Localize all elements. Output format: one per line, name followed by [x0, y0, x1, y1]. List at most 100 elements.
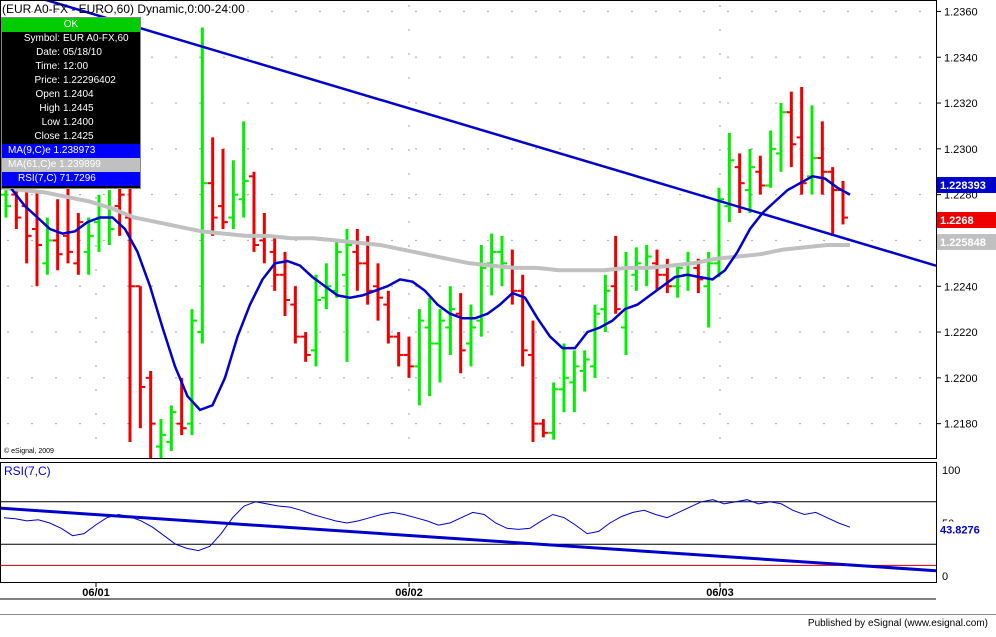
- ohlc-bar: [745, 148, 755, 213]
- rsi-tick-label: 0: [942, 571, 948, 583]
- ohlc-bar: [424, 297, 435, 397]
- info-value: 12:00: [63, 61, 89, 72]
- ohlc-bar: [672, 263, 683, 298]
- info-label: Symbol:: [23, 33, 60, 44]
- ohlc-bar: [528, 320, 538, 442]
- rsi-value-label: 43.8276: [940, 525, 980, 537]
- price-label: 1.225848: [940, 237, 986, 249]
- price-tick-label: 1.2300: [944, 144, 978, 156]
- info-value: 1.22296402: [63, 75, 116, 86]
- rsi-tick-label: 100: [942, 465, 960, 477]
- ohlc-bar: [207, 137, 218, 236]
- ohlc-bar: [176, 377, 187, 436]
- info-label: Close: [34, 131, 60, 142]
- price-label-box: [937, 234, 996, 250]
- ohlc-bar: [73, 212, 84, 275]
- info-row: Price: 1.22296402: [2, 74, 140, 88]
- ohlc-bar: [455, 293, 466, 374]
- ohlc-bar: [238, 121, 249, 218]
- ohlc-bar: [218, 148, 228, 229]
- ohlc-bar: [249, 171, 259, 252]
- ohlc-bar: [776, 103, 786, 172]
- ohlc-bar: [579, 350, 590, 392]
- ohlc-bar: [755, 155, 766, 195]
- ohlc-bar: [497, 235, 507, 287]
- axes: 1.23601.23401.23201.23001.22801.22601.22…: [0, 0, 996, 600]
- info-row: High 1.2445: [2, 102, 140, 116]
- price-label-box: [937, 177, 996, 193]
- info-value: 1.2404: [63, 89, 94, 100]
- price-trendline[interactable]: [0, 0, 937, 267]
- price-tick-label: 1.2340: [944, 52, 978, 64]
- ma9-readout: MA(9,C)e 1.238973: [2, 144, 140, 158]
- ohlc-bar: [228, 160, 239, 229]
- info-label: Date:: [36, 47, 60, 58]
- ohlc-bar: [817, 121, 828, 195]
- ohlc-bar: [827, 167, 838, 236]
- ohlc-bar: [52, 199, 63, 271]
- rsi-trendline[interactable]: [0, 506, 937, 573]
- ohlc-bar: [300, 332, 311, 362]
- rsi-readout: RSI(7,C) 71.7296: [2, 172, 140, 186]
- rsi-line: [3, 499, 851, 552]
- ma61-readout: MA(61,C)e 1.239899: [2, 158, 140, 172]
- publisher-credit: Published by eSignal (www.esignal.com): [807, 618, 988, 629]
- price-label: 1.228393: [940, 180, 986, 192]
- price-bars: [1, 27, 848, 458]
- info-value: EUR A0-FX,60: [63, 33, 129, 44]
- ohlc-bar: [145, 370, 156, 458]
- info-label: Price:: [34, 75, 60, 86]
- ohlc-bar: [703, 251, 714, 328]
- ohlc-bar: [393, 332, 404, 367]
- info-row: Low 1.2400: [2, 116, 140, 130]
- ohlc-bar: [187, 309, 197, 436]
- x-tick-label: 06/01: [82, 587, 110, 599]
- ohlc-bar: [445, 286, 456, 355]
- info-row: Close 1.2425: [2, 130, 140, 144]
- ohlc-bar: [156, 419, 166, 458]
- ohlc-bar: [559, 343, 569, 413]
- info-value: 05/18/10: [63, 47, 102, 58]
- ohlc-bar: [404, 336, 414, 378]
- price-tick-label: 1.2360: [944, 6, 978, 18]
- info-value: 1.2400: [63, 117, 94, 128]
- ma61-line: [0, 185, 850, 273]
- price-label-box: [937, 212, 996, 228]
- ohlc-bar: [197, 27, 208, 344]
- info-row: Time: 12:00: [2, 60, 140, 74]
- ohlc-bar: [352, 229, 363, 291]
- ma9-line: [0, 170, 851, 412]
- info-value: 1.2445: [63, 103, 94, 114]
- ohlc-bar: [517, 274, 528, 367]
- ohlc-bar: [724, 132, 735, 223]
- rsi-value-box: [937, 521, 996, 538]
- ohlc-bar: [83, 217, 94, 275]
- info-label: Open: [35, 89, 60, 100]
- chart-title: (EUR A0-FX - EURO,60) Dynamic,0:00-24:00: [2, 2, 245, 16]
- price-tick-label: 1.2200: [944, 373, 978, 385]
- rsi-title: RSI(7,C): [4, 464, 51, 478]
- ohlc-bar: [373, 263, 383, 321]
- ohlc-bar: [590, 304, 600, 378]
- cursor-info-panel: OK Symbol: EUR A0-FX,60 Date: 05/18/10 Time:…: [1, 17, 141, 189]
- price-tick-label: 1.2240: [944, 281, 978, 293]
- info-value: 1.2425: [63, 131, 94, 142]
- moving-averages: [0, 170, 851, 412]
- ohlc-bar: [765, 130, 776, 188]
- price-label: 1.2268: [940, 215, 974, 227]
- ohlc-bar: [466, 304, 476, 367]
- rsi-pane: RSI(7,C)10050043.8276: [0, 464, 996, 583]
- info-row: Date: 05/18/10: [2, 46, 140, 60]
- ohlc-bar: [714, 187, 724, 278]
- info-label: Low: [41, 117, 60, 128]
- info-row: Open 1.2404: [2, 88, 140, 102]
- ohlc-bar: [414, 309, 425, 406]
- copyright: © eSignal, 2009: [4, 447, 54, 455]
- status-ok: OK: [2, 18, 140, 32]
- footer: Published by eSignal (www.esignal.com): [0, 614, 996, 633]
- ohlc-bar: [538, 419, 549, 438]
- info-label: Time:: [35, 61, 60, 72]
- ohlc-bar: [32, 190, 42, 287]
